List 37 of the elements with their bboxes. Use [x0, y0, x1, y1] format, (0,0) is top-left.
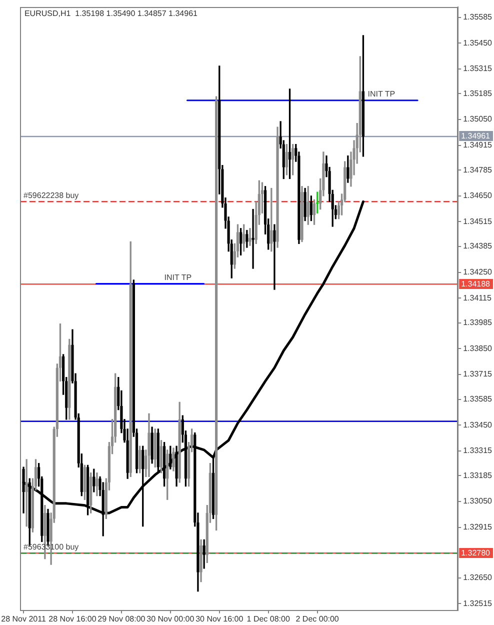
- y-tick-label: 1.33315: [463, 446, 493, 456]
- y-tick-label: 1.34650: [463, 191, 493, 200]
- annotation: INIT TP: [164, 272, 192, 282]
- y-tick-label: 1.33715: [463, 370, 493, 379]
- x-tick-label: 29 Nov 08:00: [98, 614, 146, 624]
- y-tick-label: 1.34915: [463, 140, 493, 150]
- y-tick-label: 1.33850: [463, 344, 493, 353]
- y-tick-label: 1.35315: [463, 64, 493, 74]
- annotation: INIT TP: [368, 90, 396, 99]
- y-tick-label: 1.34115: [463, 293, 492, 302]
- y-tick-label: 1.35185: [463, 88, 493, 98]
- y-tick-label: 1.35585: [463, 12, 493, 22]
- x-tick-label: 2 Dec 00:00: [296, 614, 340, 624]
- y-tick-label: 1.33450: [463, 420, 493, 430]
- ref-line-label: 1.34961: [461, 132, 491, 141]
- y-tick-label: 1.35050: [463, 114, 493, 124]
- y-tick-label: 1.33585: [463, 394, 493, 404]
- annotation: #59622238 buy: [24, 190, 79, 200]
- y-tick-label: 1.34250: [463, 268, 493, 277]
- y-tick-label: 1.33185: [463, 470, 493, 480]
- x-tick-label: 30 Nov 16:00: [196, 614, 244, 624]
- x-tick-label: 28 Nov 16:00: [48, 614, 97, 624]
- x-tick-label: 30 Nov 00:00: [146, 614, 195, 624]
- x-tick-label: 1 Dec 08:00: [246, 614, 290, 624]
- ref-line-label: 1.34188: [461, 280, 491, 289]
- x-tick-label: 28 Nov 2011: [1, 614, 46, 624]
- y-tick-label: 1.34385: [463, 242, 493, 251]
- ref-line-label: 1.32780: [461, 548, 491, 558]
- chart-title: EURUSD,H1 1.35198 1.35490 1.34857 1.34961: [24, 9, 198, 18]
- y-tick-label: 1.34785: [463, 165, 493, 174]
- y-tick-label: 1.33985: [463, 318, 493, 328]
- y-tick-label: 1.32915: [463, 522, 493, 532]
- y-tick-label: 1.34515: [463, 216, 493, 226]
- y-tick-label: 1.32650: [463, 573, 493, 582]
- y-tick-label: 1.32515: [463, 598, 493, 608]
- y-tick-label: 1.33050: [463, 496, 493, 506]
- y-tick-label: 1.35450: [463, 38, 493, 48]
